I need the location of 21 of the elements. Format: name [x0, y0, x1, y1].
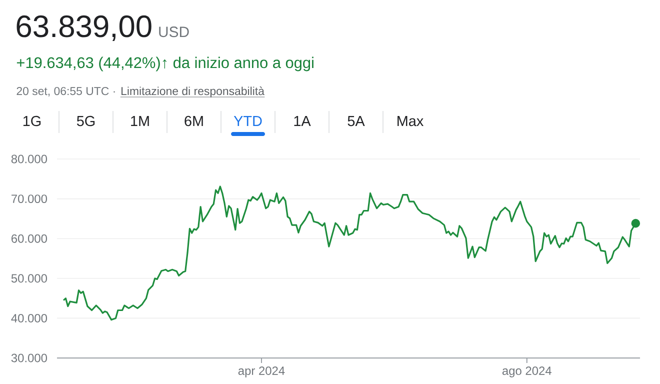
- y-tick-label: 60.000: [12, 234, 48, 243]
- text: 1A: [294, 116, 311, 126]
- text: 5A: [348, 116, 365, 126]
- text: 20 set, 06:55 UTC ·: [16, 86, 115, 96]
- y-tick-label: 80.000: [11, 154, 48, 164]
- text: Limitazione di responsabilità: [122, 86, 264, 98]
- text: YTD: [234, 116, 262, 126]
- y-tick-label: 50.000: [11, 274, 48, 283]
- chart-title: 63.839,00: [16, 15, 152, 41]
- x-tick-label: apr 2024: [238, 366, 285, 378]
- text: USD: [159, 26, 189, 38]
- text: 5G: [76, 116, 95, 126]
- x-tick-label: ago 2024: [502, 366, 552, 378]
- y-tick-label: 70.000: [12, 194, 48, 204]
- y-tick-label: 40.000: [11, 314, 48, 322]
- text: 1M: [131, 116, 149, 126]
- text: 1G: [23, 116, 41, 126]
- y-tick-label: 30.000: [11, 354, 48, 362]
- text: 6M: [184, 116, 203, 126]
- text: Max: [398, 116, 424, 126]
- chart-subtitle: +19.634,63 (44,42%)↑ da inizio anno a oggi: [16, 56, 314, 72]
